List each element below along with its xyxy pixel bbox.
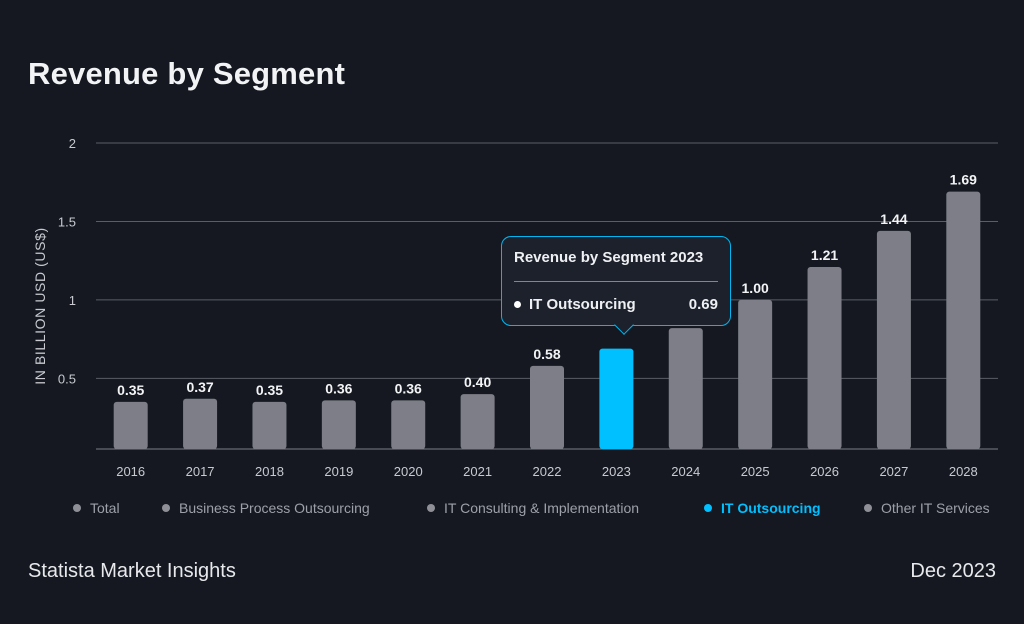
- bullet-icon: [514, 300, 521, 308]
- chart-legend: Total Business Process Outsourcing IT Co…: [0, 500, 1024, 518]
- bar-value-label: 0.40: [464, 374, 491, 390]
- bar-value-label: 1.69: [950, 172, 977, 188]
- y-tick-label: 1: [69, 293, 76, 308]
- legend-dot-icon: [162, 504, 170, 512]
- x-tick-label: 2016: [116, 464, 145, 479]
- x-tick-label: 2027: [879, 464, 908, 479]
- legend-dot-icon: [427, 504, 435, 512]
- bar-value-label: 0.35: [117, 382, 144, 398]
- bar-value-label: 0.37: [186, 379, 213, 395]
- bar-2022: [530, 365, 564, 449]
- tooltip-divider: [514, 281, 718, 282]
- x-tick-label: 2019: [324, 464, 353, 479]
- tooltip-title: Revenue by Segment 2023: [514, 249, 704, 266]
- x-tick-label: 2023: [602, 464, 631, 479]
- y-tick-label: 2: [69, 136, 76, 151]
- legend-dot-icon: [73, 504, 81, 512]
- legend-label: IT Consulting & Implementation: [444, 500, 640, 516]
- x-tick-label: 2018: [255, 464, 284, 479]
- bar-2028: [946, 191, 981, 449]
- legend-item-business-process-outsourcing[interactable]: Business Process Outsourcing: [162, 500, 370, 516]
- x-tick-label: 2024: [671, 464, 700, 479]
- legend-label: Total: [90, 500, 120, 516]
- bar-2021: [460, 394, 495, 449]
- bar-2016: [113, 401, 148, 449]
- x-tick-label: 2017: [186, 464, 215, 479]
- bar-value-label: 0.35: [256, 382, 283, 398]
- chart-tooltip: Revenue by Segment 2023 IT Outsourcing 0…: [501, 236, 731, 326]
- bar-chart: 0.5 1 1.5 2 0.35 2016 0.37 2017 0.35 2018 0.36 2019…: [58, 136, 998, 479]
- y-tick-label: 0.5: [58, 371, 76, 386]
- tooltip-series: IT Outsourcing: [529, 296, 636, 313]
- tooltip-row: IT Outsourcing 0.69: [514, 296, 718, 313]
- legend-label: Business Process Outsourcing: [179, 500, 370, 516]
- legend-dot-icon: [704, 504, 712, 512]
- bar-2027: [876, 230, 911, 449]
- bar-value-label: 0.36: [325, 380, 352, 396]
- bar-2017: [183, 398, 218, 449]
- x-tick-label: 2021: [463, 464, 492, 479]
- tooltip-value: 0.69: [688, 296, 718, 313]
- legend-label: Other IT Services: [881, 500, 990, 516]
- x-tick-label: 2025: [741, 464, 770, 479]
- x-tick-label: 2020: [394, 464, 423, 479]
- legend-item-total[interactable]: Total: [73, 500, 120, 516]
- y-axis-label: IN BILLION USD (US$): [32, 227, 48, 385]
- bar-value-label: 1.44: [880, 211, 907, 227]
- x-tick-label: 2028: [949, 464, 978, 479]
- bar-2023: [599, 348, 634, 449]
- legend-item-other-it-services[interactable]: Other IT Services: [864, 500, 990, 516]
- chart-title: Revenue by Segment: [28, 56, 346, 91]
- bar-2024: [668, 328, 703, 449]
- legend-item-it-outsourcing[interactable]: IT Outsourcing: [704, 500, 821, 516]
- bar-value-label: 0.58: [533, 346, 560, 362]
- legend-label: IT Outsourcing: [721, 500, 821, 516]
- bar-2026: [807, 266, 842, 449]
- x-tick-label: 2026: [810, 464, 839, 479]
- source-label: Statista Market Insights: [28, 560, 236, 582]
- bar-value-label: 0.36: [395, 380, 422, 396]
- bar-value-label: 1.00: [742, 280, 769, 296]
- date-label: Dec 2023: [910, 560, 996, 582]
- y-tick-label: 1.5: [58, 214, 76, 229]
- bar-2020: [391, 400, 426, 449]
- bar-2018: [252, 401, 287, 449]
- x-tick-label: 2022: [533, 464, 562, 479]
- bar-value-label: 1.21: [811, 247, 838, 263]
- bar-2019: [321, 400, 356, 449]
- legend-item-it-consulting[interactable]: IT Consulting & Implementation: [427, 500, 639, 516]
- legend-dot-icon: [864, 504, 872, 512]
- bar-2025: [738, 299, 773, 449]
